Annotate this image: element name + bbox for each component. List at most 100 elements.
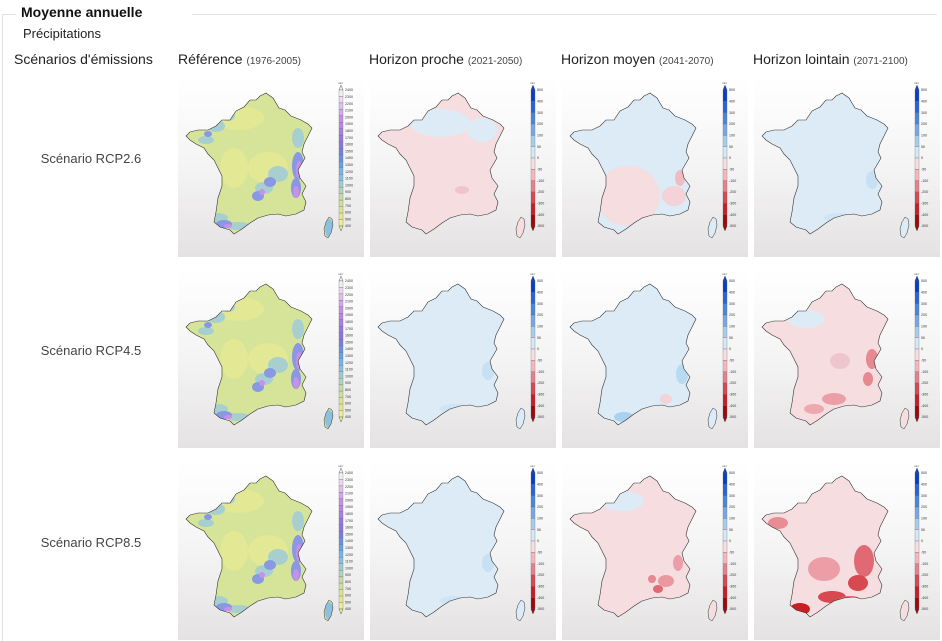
scale-swatch (722, 472, 728, 485)
scale-swatch (530, 157, 536, 170)
corse-outline (323, 599, 334, 622)
scale-swatch (530, 314, 536, 327)
scale-swatch (914, 563, 920, 576)
precip-zone (259, 572, 265, 578)
scale-swatch (530, 135, 536, 147)
scale-swatch (722, 586, 728, 598)
scale-tick-label: 1600 (345, 143, 353, 147)
scale-swatch (338, 167, 344, 175)
scale-swatch (914, 214, 920, 227)
scale-tick-label: 1500 (345, 340, 353, 344)
scale-swatch (914, 169, 920, 181)
scale-swatch (722, 382, 728, 395)
scale-tick-label: 500 (729, 471, 735, 475)
header-range: (1976-2005) (246, 56, 301, 67)
scale-swatch (338, 377, 344, 385)
scale-unit: mm (338, 272, 343, 276)
scale-tick-label: 0 (729, 347, 731, 351)
scale-tick-label: 300 (537, 111, 543, 115)
scale-tick-label: 500 (345, 600, 351, 604)
scale-swatch (530, 506, 536, 519)
scale-unit: mm (530, 81, 535, 85)
scale-unit: mm (722, 272, 727, 276)
scale-swatch (722, 495, 728, 508)
map-base (378, 93, 525, 238)
scale-swatch (338, 300, 344, 308)
scale-swatch (722, 484, 728, 496)
scale-swatch (530, 371, 536, 384)
scale-swatch (338, 326, 344, 333)
scale-tick-label: 400 (537, 291, 543, 295)
scale-swatch (338, 212, 344, 220)
scale-tick-label: 300 (537, 302, 543, 306)
scale-swatch (338, 371, 344, 379)
scale-tick-label: 600 (345, 211, 351, 215)
header-range: (2041-2070) (659, 56, 714, 67)
map-base (570, 284, 717, 429)
scale-tick-label: 1900 (345, 122, 353, 126)
scale-swatch (722, 348, 728, 361)
scale-swatch (338, 569, 344, 577)
map-base (570, 476, 717, 621)
anomaly-zone (482, 554, 494, 572)
scale-tick-label: 400 (345, 607, 351, 611)
precip-zone (204, 514, 212, 520)
scale-swatch (914, 529, 920, 542)
corse-outline (515, 407, 526, 430)
anomaly-color-scale: mm500400300200100500-50-100-200-300-400-… (722, 272, 736, 423)
precip-zone (296, 161, 302, 179)
scale-arrow-bottom (914, 225, 920, 232)
precip-zone (224, 224, 232, 228)
scale-tick-label: -300 (921, 202, 928, 206)
scale-tick-label: 1100 (345, 368, 353, 372)
france-map (762, 284, 909, 429)
scale-swatch (914, 280, 920, 293)
scale-swatch (338, 524, 344, 532)
scale-swatch (338, 174, 344, 181)
scale-arrow-top (914, 467, 920, 474)
scale-swatch (914, 472, 920, 485)
scale-swatch (914, 394, 920, 406)
scale-swatch (530, 597, 536, 610)
scale-swatch (338, 485, 344, 493)
scale-swatch (914, 382, 920, 395)
scale-swatch (722, 371, 728, 384)
scale-tick-label: -400 (537, 404, 544, 408)
scale-tick-label: -50 (921, 551, 926, 555)
scale-tick-label: -100 (921, 179, 928, 183)
france-outline (377, 475, 505, 618)
map-panel: mm 500 400 300 200 100 50 0 -50 -100 -200 -300 -400-… (370, 269, 556, 448)
precip-zone (224, 415, 232, 419)
scale-tick-label: -500 (537, 607, 544, 611)
scale-swatch (914, 326, 920, 338)
scale-tick-label: -50 (537, 359, 542, 363)
scale-tick-label: 500 (921, 279, 927, 283)
france-map (570, 93, 717, 238)
scale-swatch (722, 112, 728, 125)
scale-swatch (722, 405, 728, 418)
anomaly-zone (675, 170, 685, 186)
scale-arrow-bottom (722, 608, 728, 615)
scale-swatch (722, 135, 728, 147)
scale-tick-label: 2100 (345, 492, 353, 496)
scale-swatch (338, 557, 344, 564)
scale-swatch (530, 123, 536, 136)
france-map (378, 93, 525, 238)
scale-tick-label: -50 (729, 359, 734, 363)
scale-arrow-bottom (722, 416, 728, 423)
scale-swatch (530, 552, 536, 564)
map-panel: mm 2400 2300 2200 2100 2000 1900 1800 1700 1600 15… (178, 78, 364, 257)
scale-tick-label: 2400 (345, 471, 353, 475)
scale-swatch (722, 337, 728, 350)
scale-swatch (530, 563, 536, 576)
scale-tick-label: 200 (537, 505, 543, 509)
scale-swatch (722, 169, 728, 181)
scale-tick-label: 2400 (345, 279, 353, 283)
scale-swatch (530, 518, 536, 530)
map-panel: mm 2400 2300 2200 2100 2000 1900 1800 1700 1600 15… (178, 461, 364, 640)
france-outline (185, 475, 313, 618)
scale-swatch (722, 506, 728, 519)
scale-swatch (914, 518, 920, 530)
scale-tick-label: 2100 (345, 109, 353, 113)
scale-swatch (530, 382, 536, 395)
